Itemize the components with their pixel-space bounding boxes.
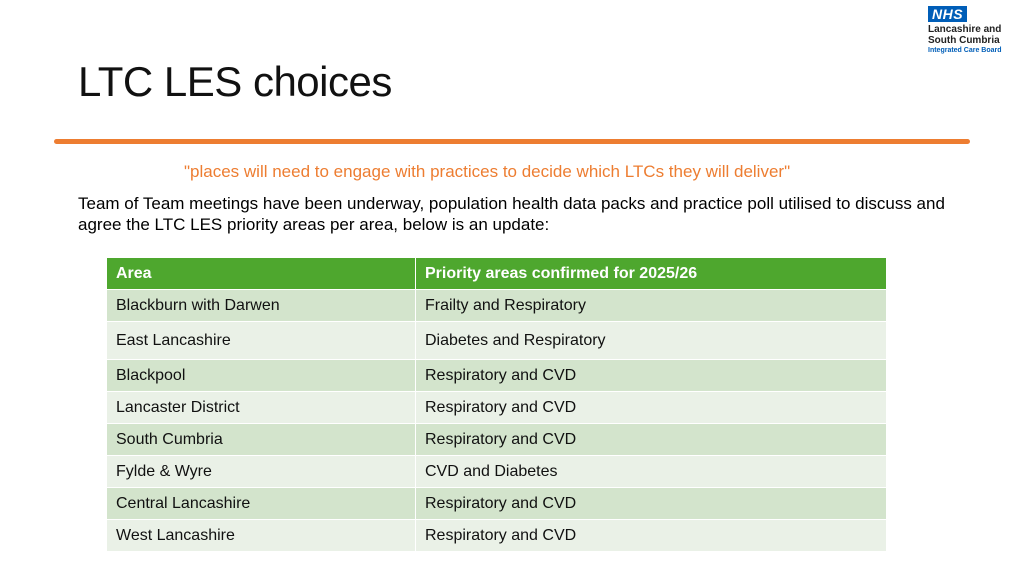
- priority-cell: Respiratory and CVD: [415, 487, 887, 520]
- table-row: East Lancashire Diabetes and Respiratory: [106, 321, 887, 360]
- area-cell: South Cumbria: [106, 423, 416, 456]
- area-cell: Lancaster District: [106, 391, 416, 424]
- priority-cell: Respiratory and CVD: [415, 423, 887, 456]
- table-row: West Lancashire Respiratory and CVD: [106, 519, 887, 552]
- priority-cell: Respiratory and CVD: [415, 391, 887, 424]
- priority-cell: Diabetes and Respiratory: [415, 321, 887, 360]
- header-area: Area: [106, 257, 416, 290]
- page-title: LTC LES choices: [78, 58, 392, 105]
- logo-line-2: South Cumbria: [928, 35, 1000, 46]
- header-priority-areas: Priority areas confirmed for 2025/26: [415, 257, 887, 290]
- intro-paragraph: Team of Team meetings have been underway…: [78, 194, 945, 234]
- priority-cell: Respiratory and CVD: [415, 359, 887, 392]
- logo-line-3: Integrated Care Board: [928, 47, 1002, 54]
- area-cell: Blackburn with Darwen: [106, 289, 416, 322]
- area-cell: East Lancashire: [106, 321, 416, 360]
- area-cell: Central Lancashire: [106, 487, 416, 520]
- area-cell: Fylde & Wyre: [106, 455, 416, 488]
- table-row: Blackpool Respiratory and CVD: [106, 359, 887, 392]
- priority-cell: Frailty and Respiratory: [415, 289, 887, 322]
- table-row: South Cumbria Respiratory and CVD: [106, 423, 887, 456]
- table-row: Central Lancashire Respiratory and CVD: [106, 487, 887, 520]
- nhs-logo: NHS Lancashire and South Cumbria Integra…: [928, 6, 1012, 55]
- title-divider: [54, 139, 970, 144]
- table-row: Blackburn with Darwen Frailty and Respir…: [106, 289, 887, 322]
- area-cell: Blackpool: [106, 359, 416, 392]
- priority-areas-table: Area Priority areas confirmed for 2025/2…: [106, 257, 887, 552]
- logo-line-1: Lancashire and: [928, 24, 1002, 35]
- priority-cell: CVD and Diabetes: [415, 455, 887, 488]
- nhs-badge: NHS: [928, 6, 968, 22]
- area-cell: West Lancashire: [106, 519, 416, 552]
- table-header-row: Area Priority areas confirmed for 2025/2…: [106, 257, 887, 290]
- table-row: Fylde & Wyre CVD and Diabetes: [106, 455, 887, 488]
- quote-text: "places will need to engage with practic…: [184, 162, 791, 181]
- table-row: Lancaster District Respiratory and CVD: [106, 391, 887, 424]
- priority-cell: Respiratory and CVD: [415, 519, 887, 552]
